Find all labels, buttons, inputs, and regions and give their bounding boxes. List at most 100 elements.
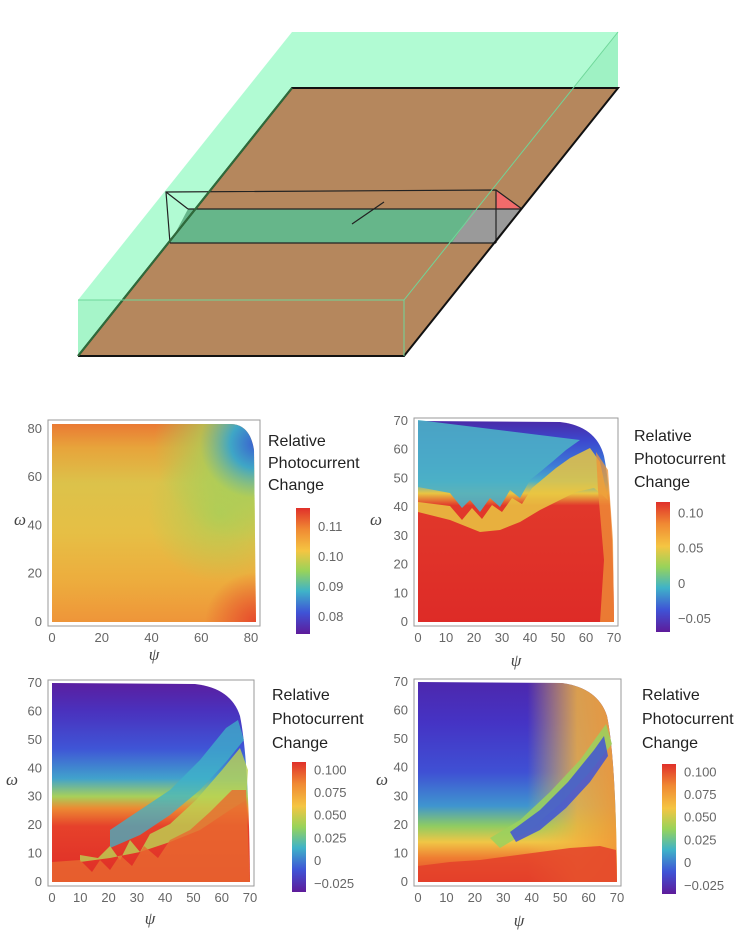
colorbar-tick-label: 0 [684, 855, 691, 870]
y-tick-labels: 0 10 20 30 40 50 60 70 [28, 675, 42, 889]
colorbar-tick-label: 0.09 [318, 579, 343, 594]
y-tick-label: 70 [28, 675, 42, 690]
x-tick-label: 30 [496, 890, 510, 905]
colorbar-tick-label: 0.10 [318, 549, 343, 564]
sawtooth [52, 790, 250, 882]
colorbar: Relative Photocurrent Change 0.1000.0750… [642, 687, 734, 894]
diagonal-band [110, 720, 244, 848]
x-tick-label: 30 [130, 890, 144, 905]
y-tick-label: 30 [28, 789, 42, 804]
colorbar-title: Relative [268, 433, 326, 450]
y-tick-label: 40 [394, 499, 408, 514]
x-tick-label: 20 [101, 890, 115, 905]
x-tick-label: 20 [468, 890, 482, 905]
y-tick-label: 30 [394, 788, 408, 803]
colorbar-tick-label: 0.10 [678, 506, 703, 521]
colorbar-tick-labels: 0.11 0.10 0.09 0.08 [318, 519, 343, 624]
colorbar-tick-label: 0 [678, 576, 685, 591]
colorbar-tick-labels: 0.100 0.075 0.050 0.025 0 −0.025 [684, 764, 724, 893]
heatmap-field [418, 682, 617, 882]
colorbar-title: Relative [634, 428, 692, 445]
colorbar-tick-label: 0.08 [318, 609, 343, 624]
colorbar-tick-label: 0.075 [684, 787, 717, 802]
x-tick-label: 80 [244, 630, 258, 645]
x-tick-labels: 0 10 20 30 40 50 60 70 [414, 630, 621, 645]
colorbar-title: Photocurrent [268, 455, 360, 472]
strip-end-gray [452, 209, 496, 243]
y-tick-labels: 0 10 20 30 40 50 60 70 [394, 413, 408, 629]
colorbar-title: Change [268, 477, 324, 494]
y-tick-label: 20 [394, 557, 408, 572]
colorbar: Relative Photocurrent Change 0.11 0.10 0.0… [268, 433, 360, 634]
y-tick-label: 10 [28, 846, 42, 861]
x-tick-label: 10 [439, 890, 453, 905]
y-tick-label: 0 [35, 874, 42, 889]
colorbar-gradient [292, 762, 306, 892]
colorbar-title: Photocurrent [642, 711, 734, 728]
plot-frame [413, 678, 622, 887]
x-tick-label: 60 [214, 890, 228, 905]
x-tick-label: 60 [581, 890, 595, 905]
y-tick-label: 50 [28, 732, 42, 747]
bottom-band [418, 846, 617, 882]
y-tick-label: 40 [28, 760, 42, 775]
y-tick-label: 60 [394, 703, 408, 718]
colorbar-tick-labels: 0.100 0.075 0.050 0.025 0 −0.025 [314, 762, 354, 891]
colorbar-gradient [662, 764, 676, 894]
y-tick-label: 0 [401, 874, 408, 889]
y-tick-label: 20 [28, 817, 42, 832]
x-tick-label: 70 [243, 890, 257, 905]
y-tick-label: 50 [394, 470, 408, 485]
colorbar-tick-label: −0.025 [314, 876, 354, 891]
x-tick-label: 40 [158, 890, 172, 905]
x-tick-label: 40 [144, 630, 158, 645]
colorbar-tick-label: 0.050 [314, 808, 347, 823]
colorbar-title: Relative [272, 687, 330, 704]
y-tick-label: 0 [35, 614, 42, 629]
boundary-teeth [418, 420, 580, 512]
colorbar-tick-label: 0.100 [314, 762, 347, 777]
x-tick-label: 40 [523, 630, 537, 645]
y-tick-label: 30 [394, 528, 408, 543]
colorbar-gradient [296, 508, 310, 634]
y-axis-label: ω [370, 510, 382, 529]
colorbar-tick-label: 0.11 [318, 519, 342, 534]
x-axis-label: ψ [511, 651, 522, 670]
y-tick-label: 10 [394, 585, 408, 600]
medium-box-edge [403, 31, 619, 301]
y-tick-label: 20 [28, 566, 42, 581]
colorbar-tick-label: 0.075 [314, 785, 347, 800]
colorbar-tick-label: 0.050 [684, 810, 717, 825]
slab-outline-green [77, 87, 293, 357]
heatmap-panel-2: 0 10 20 30 40 50 60 70 0 10 20 30 40 50 60 70 ψ ω Rela… [370, 413, 726, 670]
y-tick-labels: 0 10 20 30 40 50 60 70 [394, 674, 408, 889]
y-tick-label: 70 [394, 413, 408, 428]
colorbar-gradient [656, 502, 670, 632]
x-tick-label: 0 [414, 890, 421, 905]
heatmap-panel-3: 0 10 20 30 40 50 60 70 0 10 20 30 40 50 60 70 ψ ω Rela… [6, 675, 364, 928]
colorbar-tick-label: −0.05 [678, 611, 711, 626]
x-tick-label: 60 [194, 630, 208, 645]
colorbar-tick-labels: 0.10 0.05 0 −0.05 [678, 506, 711, 626]
plot-frame [413, 417, 619, 627]
x-tick-label: 60 [579, 630, 593, 645]
colorbar-tick-label: 0 [314, 853, 321, 868]
y-tick-label: 60 [28, 703, 42, 718]
waveguide-strip [170, 209, 474, 243]
nanowire-segment [351, 201, 385, 225]
y-tick-labels: 0 20 40 60 80 [28, 421, 42, 629]
y-tick-label: 50 [394, 731, 408, 746]
y-tick-label: 60 [28, 469, 42, 484]
x-tick-label: 50 [186, 890, 200, 905]
x-axis-label: ψ [145, 909, 156, 928]
y-tick-label: 40 [394, 760, 408, 775]
colorbar-tick-label: 0.05 [678, 541, 703, 556]
x-tick-label: 70 [607, 630, 621, 645]
heatmap-field [52, 683, 250, 882]
y-tick-label: 10 [394, 845, 408, 860]
strip-box-edge [165, 191, 189, 210]
heatmap-field [418, 420, 614, 622]
x-tick-labels: 0 10 20 30 40 50 60 70 [48, 890, 257, 905]
x-tick-label: 10 [439, 630, 453, 645]
